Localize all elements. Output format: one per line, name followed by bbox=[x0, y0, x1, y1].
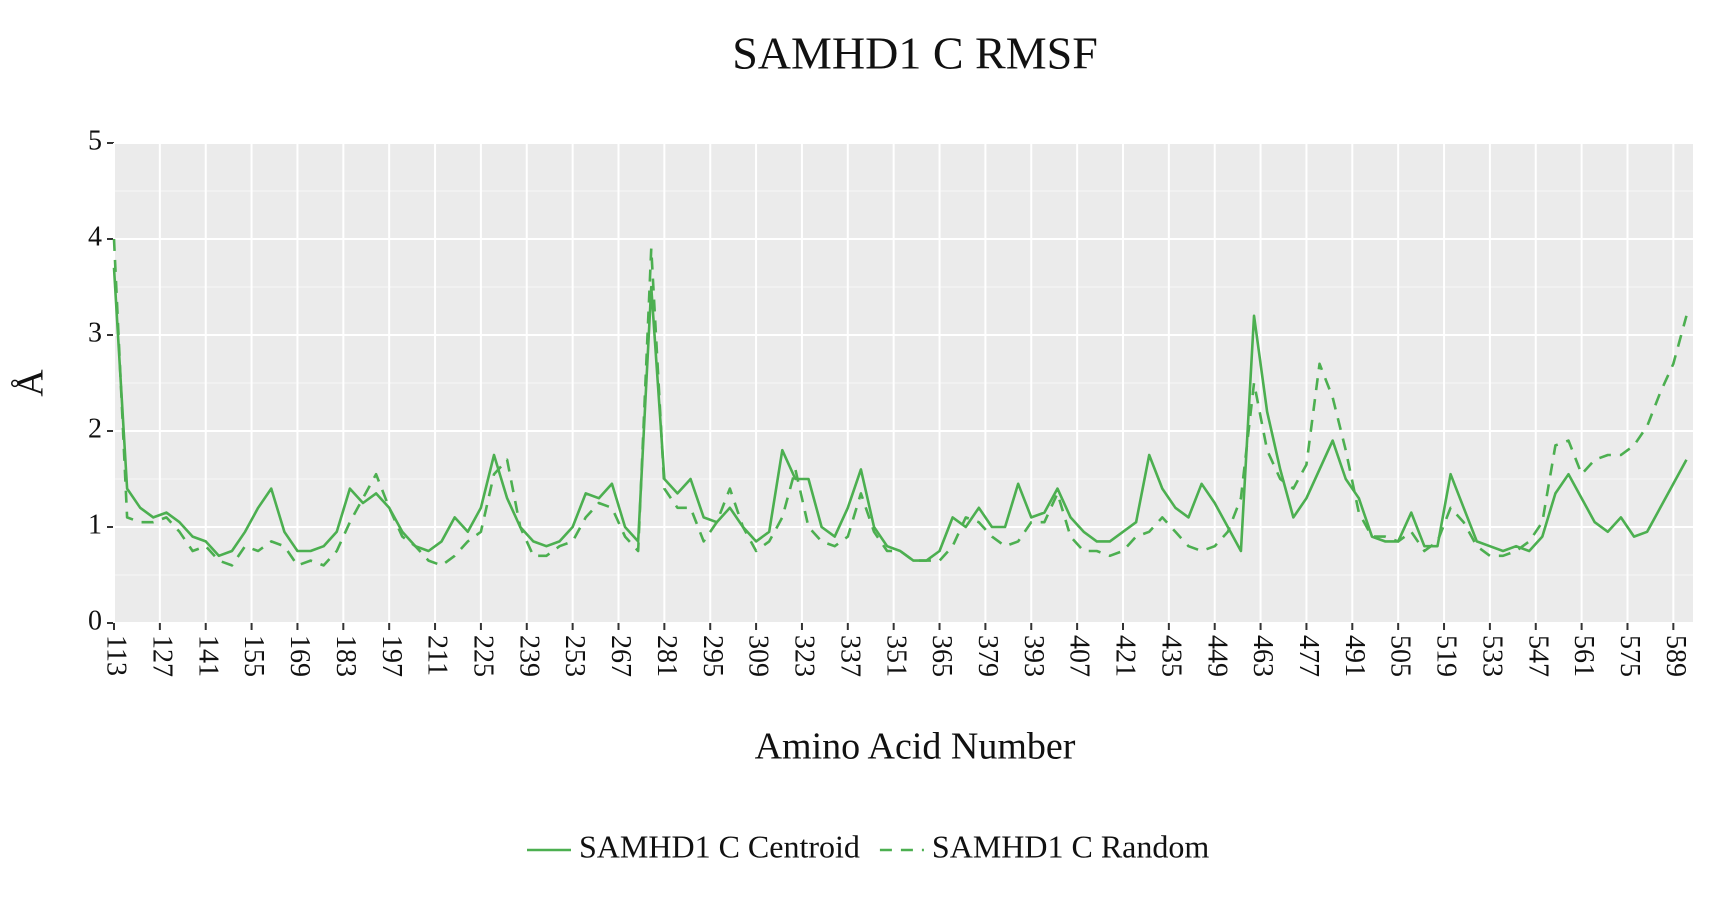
x-axis-title: Amino Acid Number bbox=[755, 726, 1076, 768]
x-tick-label: 127 bbox=[146, 635, 177, 677]
x-tick-label: 491 bbox=[1339, 635, 1370, 677]
x-tick-label: 169 bbox=[284, 635, 315, 677]
data-line bbox=[112, 267, 1688, 562]
x-tick-label: 323 bbox=[789, 635, 820, 677]
x-tick-label: 407 bbox=[1064, 635, 1095, 677]
x-tick-label: 519 bbox=[1431, 635, 1462, 677]
x-tick-label: 351 bbox=[880, 635, 911, 677]
x-tick-label: 197 bbox=[376, 635, 407, 677]
x-tick-label: 337 bbox=[834, 635, 865, 677]
x-tick-label: 239 bbox=[513, 635, 544, 677]
y-tick-label: 4 bbox=[88, 221, 102, 252]
x-tick-label: 113 bbox=[101, 635, 132, 676]
x-tick-label: 463 bbox=[1247, 635, 1278, 677]
y-tick-label: 5 bbox=[88, 125, 102, 156]
x-tick-label: 225 bbox=[467, 635, 498, 677]
chart-title: SAMHD1 C RMSF bbox=[732, 28, 1098, 79]
x-tick-label: 589 bbox=[1660, 635, 1691, 677]
x-tick-label: 267 bbox=[605, 635, 636, 677]
x-tick-label: 155 bbox=[238, 635, 269, 677]
x-tick-label: 365 bbox=[926, 635, 957, 677]
x-tick-label: 295 bbox=[697, 635, 728, 677]
y-tick-label: 2 bbox=[88, 413, 102, 444]
data-line bbox=[112, 238, 1688, 567]
y-tick-label: 0 bbox=[88, 605, 102, 636]
x-tick-label: 449 bbox=[1201, 635, 1232, 677]
y-tick-label: 1 bbox=[88, 509, 102, 540]
y-tick-label: 3 bbox=[88, 317, 102, 348]
x-tick-label: 435 bbox=[1155, 635, 1186, 677]
x-tick-label: 575 bbox=[1614, 635, 1645, 677]
y-axis-title: Å bbox=[10, 369, 52, 397]
x-tick-label: 141 bbox=[192, 635, 223, 677]
x-tick-label: 421 bbox=[1110, 635, 1141, 677]
x-tick-label: 379 bbox=[972, 635, 1003, 677]
legend: SAMHD1 C Centroid SAMHD1 C Random bbox=[527, 828, 1209, 864]
x-tick-label: 183 bbox=[330, 635, 361, 677]
x-tick-label: 281 bbox=[651, 635, 682, 677]
x-tick-label: 211 bbox=[422, 635, 453, 676]
x-tick-label: 547 bbox=[1522, 635, 1553, 677]
x-tick-label: 505 bbox=[1385, 635, 1416, 677]
x-tick-label: 253 bbox=[559, 635, 590, 677]
x-tick-label: 533 bbox=[1476, 635, 1507, 677]
legend-label: SAMHD1 C Centroid bbox=[579, 828, 860, 864]
x-tick-label: 309 bbox=[743, 635, 774, 677]
x-tick-label: 477 bbox=[1293, 635, 1324, 677]
x-tick-label: 393 bbox=[1018, 635, 1049, 677]
x-tick-label: 561 bbox=[1568, 635, 1599, 677]
legend-label: SAMHD1 C Random bbox=[932, 828, 1209, 864]
